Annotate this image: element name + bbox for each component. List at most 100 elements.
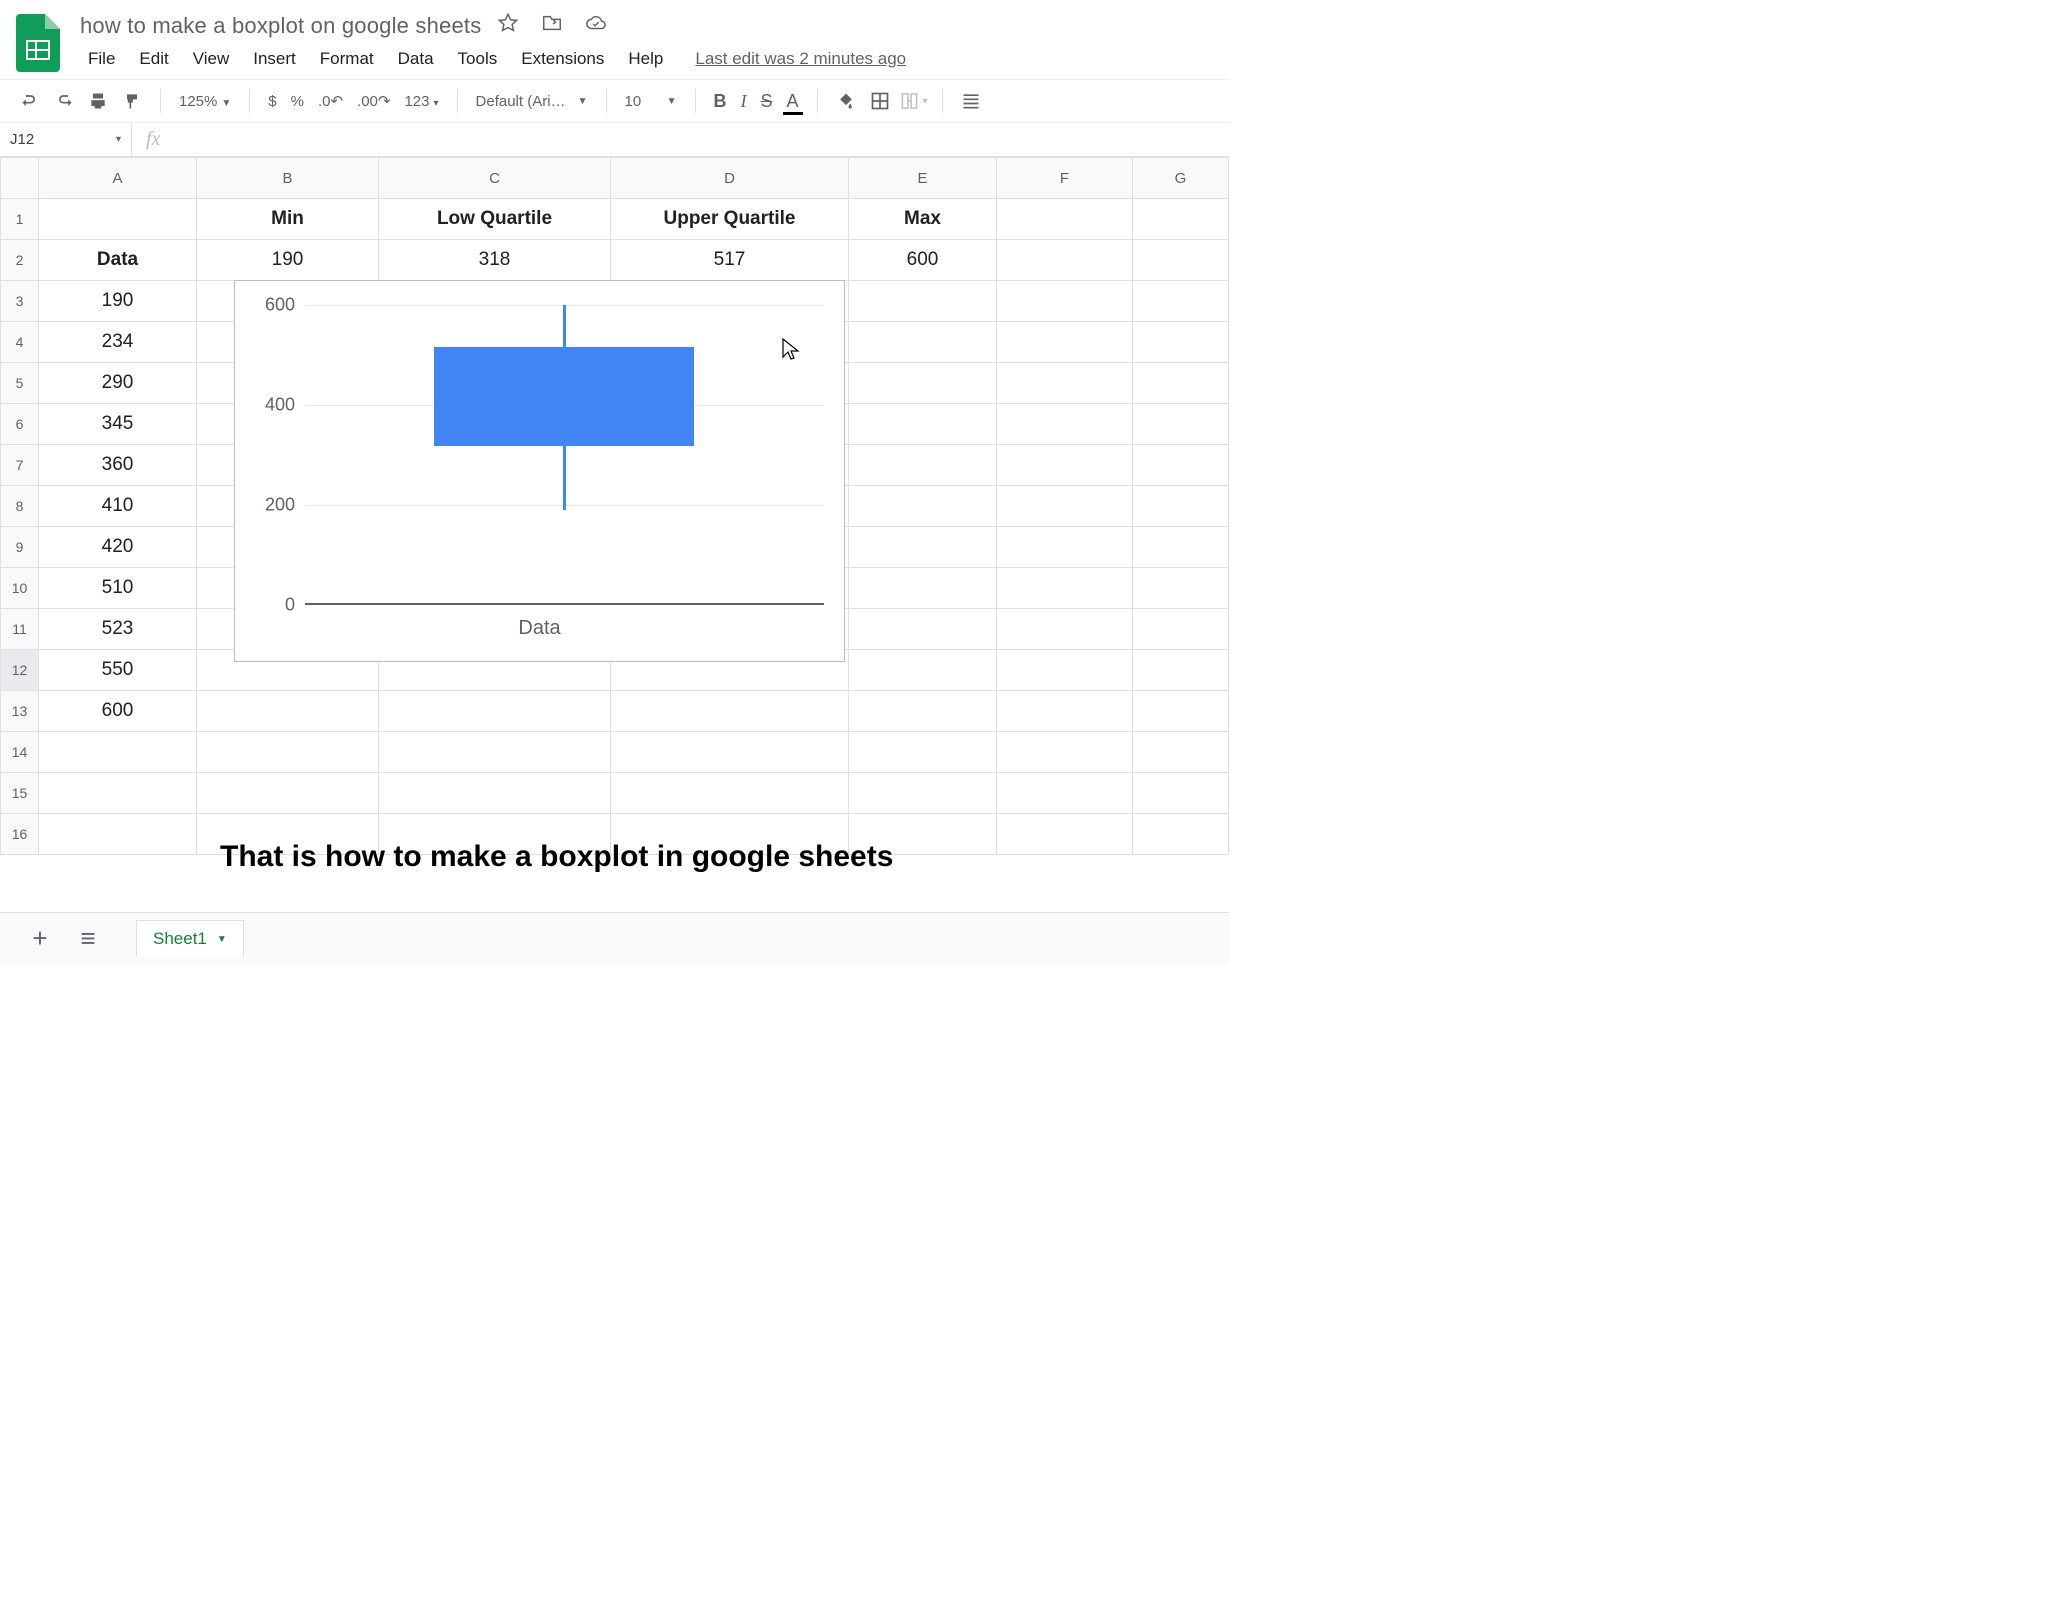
cell[interactable]: 234 [39,322,197,363]
cell[interactable] [849,650,997,691]
cell[interactable] [1133,527,1229,568]
cell[interactable] [849,691,997,732]
cell[interactable] [39,773,197,814]
cell[interactable]: 190 [197,240,379,281]
menu-extensions[interactable]: Extensions [511,45,614,73]
cell[interactable] [849,609,997,650]
cell[interactable] [997,486,1133,527]
menu-data[interactable]: Data [388,45,444,73]
star-icon[interactable] [497,12,519,39]
column-header[interactable]: G [1133,158,1229,199]
cell[interactable]: Upper Quartile [611,199,849,240]
cell[interactable]: 510 [39,568,197,609]
cell[interactable] [849,445,997,486]
cell[interactable] [197,732,379,773]
cell[interactable] [997,445,1133,486]
row-header[interactable]: 16 [1,814,39,855]
row-header[interactable]: 11 [1,609,39,650]
cell[interactable] [1133,691,1229,732]
column-header[interactable]: A [39,158,197,199]
cell[interactable] [997,568,1133,609]
bold-button[interactable]: B [710,91,731,112]
cell[interactable] [997,527,1133,568]
column-header[interactable]: E [849,158,997,199]
boxplot-chart[interactable]: 0200400600 Data [234,280,845,662]
cloud-status-icon[interactable] [585,12,607,39]
cell[interactable] [849,732,997,773]
strikethrough-button[interactable]: S [757,91,777,112]
cell[interactable]: 600 [39,691,197,732]
borders-button[interactable] [866,87,894,115]
cell[interactable]: 410 [39,486,197,527]
cell[interactable]: 550 [39,650,197,691]
cell[interactable]: 517 [611,240,849,281]
cell[interactable] [379,773,611,814]
row-header[interactable]: 7 [1,445,39,486]
cell[interactable] [1133,568,1229,609]
italic-button[interactable]: I [737,91,751,112]
menu-edit[interactable]: Edit [129,45,178,73]
sheet-tab-active[interactable]: Sheet1▼ [136,920,244,957]
currency-button[interactable]: $ [264,93,280,110]
row-header[interactable]: 1 [1,199,39,240]
cell[interactable] [1133,773,1229,814]
cell[interactable]: 420 [39,527,197,568]
row-header[interactable]: 3 [1,281,39,322]
cell[interactable] [39,814,197,855]
undo-button[interactable] [16,87,44,115]
row-header[interactable]: 13 [1,691,39,732]
cell[interactable] [1133,486,1229,527]
cell[interactable]: Min [197,199,379,240]
menu-file[interactable]: File [78,45,125,73]
cell[interactable] [997,363,1133,404]
row-header[interactable]: 10 [1,568,39,609]
cell[interactable]: 345 [39,404,197,445]
cell[interactable] [997,240,1133,281]
cell[interactable] [379,691,611,732]
cell[interactable] [997,322,1133,363]
cell[interactable] [997,609,1133,650]
column-header[interactable]: C [379,158,611,199]
cell[interactable] [1133,240,1229,281]
cell[interactable] [1133,281,1229,322]
cell[interactable] [849,527,997,568]
cell[interactable] [997,814,1133,855]
print-button[interactable] [84,87,112,115]
row-header[interactable]: 4 [1,322,39,363]
cell[interactable]: 318 [379,240,611,281]
row-header[interactable]: 8 [1,486,39,527]
cell[interactable] [997,732,1133,773]
percent-button[interactable]: % [287,93,308,110]
cell[interactable]: 190 [39,281,197,322]
cell[interactable] [1133,404,1229,445]
cell[interactable] [611,732,849,773]
row-header[interactable]: 9 [1,527,39,568]
cell[interactable] [849,281,997,322]
cell[interactable]: 600 [849,240,997,281]
decrease-decimal-button[interactable]: .0↶ [314,92,347,110]
document-title[interactable]: how to make a boxplot on google sheets [80,13,481,39]
cell[interactable] [849,404,997,445]
cell[interactable]: Max [849,199,997,240]
cell[interactable] [849,773,997,814]
increase-decimal-button[interactable]: .00↷ [353,92,394,110]
cell[interactable] [611,773,849,814]
cell[interactable]: 290 [39,363,197,404]
cell[interactable]: Data [39,240,197,281]
app-logo[interactable] [8,8,68,79]
paint-format-button[interactable] [118,87,146,115]
cell[interactable] [1133,445,1229,486]
menu-view[interactable]: View [183,45,240,73]
name-box[interactable]: J12▾ [0,123,132,156]
merge-cells-button[interactable]: ▾ [900,87,928,115]
horizontal-align-button[interactable] [957,87,985,115]
row-header[interactable]: 2 [1,240,39,281]
cell[interactable] [379,732,611,773]
fill-color-button[interactable] [832,87,860,115]
cell[interactable] [197,691,379,732]
cell[interactable] [39,732,197,773]
move-icon[interactable] [541,12,563,39]
row-header[interactable]: 14 [1,732,39,773]
cell[interactable] [849,568,997,609]
cell[interactable] [849,363,997,404]
